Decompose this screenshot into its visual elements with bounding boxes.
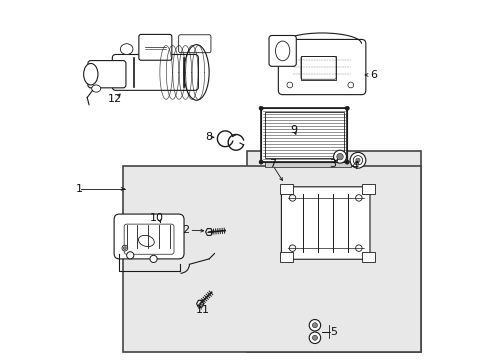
Ellipse shape <box>121 44 133 54</box>
Bar <box>123 166 421 352</box>
Text: 12: 12 <box>108 94 122 104</box>
FancyBboxPatch shape <box>114 214 184 259</box>
Circle shape <box>126 252 134 259</box>
Bar <box>265 112 343 158</box>
FancyBboxPatch shape <box>269 36 296 66</box>
Circle shape <box>150 255 157 262</box>
Text: 9: 9 <box>290 125 297 135</box>
Text: 5: 5 <box>330 327 337 337</box>
Circle shape <box>313 323 318 328</box>
Circle shape <box>259 160 263 164</box>
Bar <box>247 151 421 352</box>
Ellipse shape <box>275 41 290 61</box>
Circle shape <box>356 158 360 162</box>
Bar <box>363 184 375 194</box>
Circle shape <box>345 160 349 164</box>
Text: 3: 3 <box>329 159 336 169</box>
Text: 7: 7 <box>269 159 276 169</box>
Text: 11: 11 <box>196 305 210 315</box>
FancyBboxPatch shape <box>139 35 172 60</box>
FancyBboxPatch shape <box>281 187 370 259</box>
FancyBboxPatch shape <box>88 60 126 88</box>
Circle shape <box>313 335 318 340</box>
Text: 8: 8 <box>205 132 212 142</box>
Circle shape <box>122 245 128 251</box>
Text: 10: 10 <box>150 213 164 222</box>
Circle shape <box>309 319 320 331</box>
Text: 1: 1 <box>76 184 83 194</box>
Circle shape <box>123 247 126 249</box>
Ellipse shape <box>92 85 100 92</box>
Bar <box>280 252 293 262</box>
Text: 6: 6 <box>370 70 377 80</box>
Text: 2: 2 <box>182 225 189 235</box>
Bar <box>280 184 293 194</box>
Circle shape <box>309 332 320 343</box>
Bar <box>261 108 347 162</box>
Circle shape <box>259 106 263 111</box>
Text: 4: 4 <box>351 161 359 171</box>
Bar <box>300 56 337 80</box>
Bar <box>261 108 347 162</box>
Bar <box>363 252 375 262</box>
Circle shape <box>334 150 346 163</box>
Bar <box>265 161 351 167</box>
FancyBboxPatch shape <box>112 54 198 90</box>
Circle shape <box>337 153 343 160</box>
Circle shape <box>350 152 366 168</box>
FancyBboxPatch shape <box>278 40 366 95</box>
Circle shape <box>345 106 349 111</box>
Ellipse shape <box>84 63 98 85</box>
